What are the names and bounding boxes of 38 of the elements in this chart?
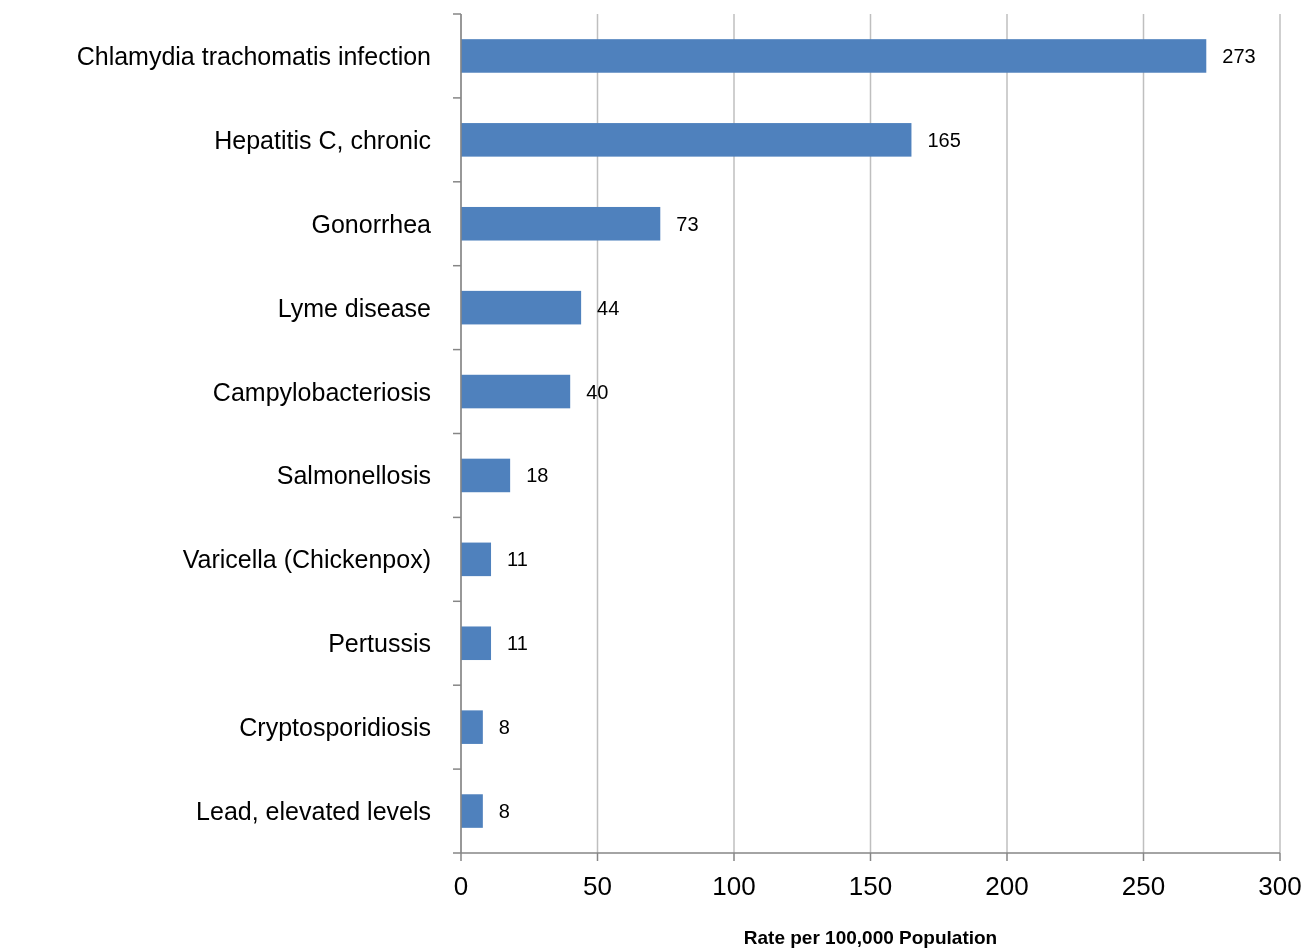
x-tick-label: 150 bbox=[848, 871, 893, 901]
y-tick-label: Chlamydia trachomatis infection bbox=[76, 41, 431, 70]
y-tick-label: Hepatitis C, chronic bbox=[214, 125, 431, 154]
data-label: 40 bbox=[586, 380, 609, 403]
bar bbox=[461, 206, 661, 241]
x-tick-label: 300 bbox=[1258, 871, 1302, 901]
bar bbox=[461, 794, 483, 828]
x-tick-label: 200 bbox=[985, 871, 1029, 901]
bar bbox=[461, 710, 483, 744]
data-label: 165 bbox=[927, 128, 961, 151]
x-tick-label: 250 bbox=[1121, 871, 1166, 901]
y-tick-label: Lead, elevated levels bbox=[196, 797, 431, 826]
data-label: 8 bbox=[498, 800, 510, 823]
data-label: 73 bbox=[676, 212, 699, 235]
bar bbox=[461, 458, 511, 493]
x-tick-label: 0 bbox=[453, 871, 469, 901]
y-tick-label: Salmonellosis bbox=[276, 461, 431, 490]
data-label: 44 bbox=[597, 296, 620, 319]
x-axis-title: Rate per 100,000 Population bbox=[743, 927, 998, 948]
bar bbox=[461, 290, 582, 325]
bar bbox=[461, 39, 1207, 73]
bar bbox=[461, 374, 571, 409]
bar bbox=[461, 626, 492, 661]
y-tick-label: Cryptosporidiosis bbox=[239, 713, 431, 742]
data-label: 8 bbox=[498, 716, 510, 739]
bar bbox=[461, 542, 492, 577]
data-label: 273 bbox=[1222, 44, 1256, 67]
data-label: 18 bbox=[526, 464, 549, 487]
y-tick-label: Lyme disease bbox=[277, 293, 431, 322]
data-label: 11 bbox=[507, 632, 528, 655]
data-label: 11 bbox=[507, 548, 528, 571]
bar bbox=[461, 123, 912, 157]
x-tick-label: 50 bbox=[583, 871, 612, 901]
y-tick-label: Campylobacteriosis bbox=[212, 377, 431, 406]
y-tick-label: Gonorrhea bbox=[311, 209, 432, 238]
x-tick-label: 100 bbox=[712, 871, 756, 901]
y-tick-label: Varicella (Chickenpox) bbox=[182, 545, 431, 574]
y-tick-label: Pertussis bbox=[328, 629, 431, 658]
